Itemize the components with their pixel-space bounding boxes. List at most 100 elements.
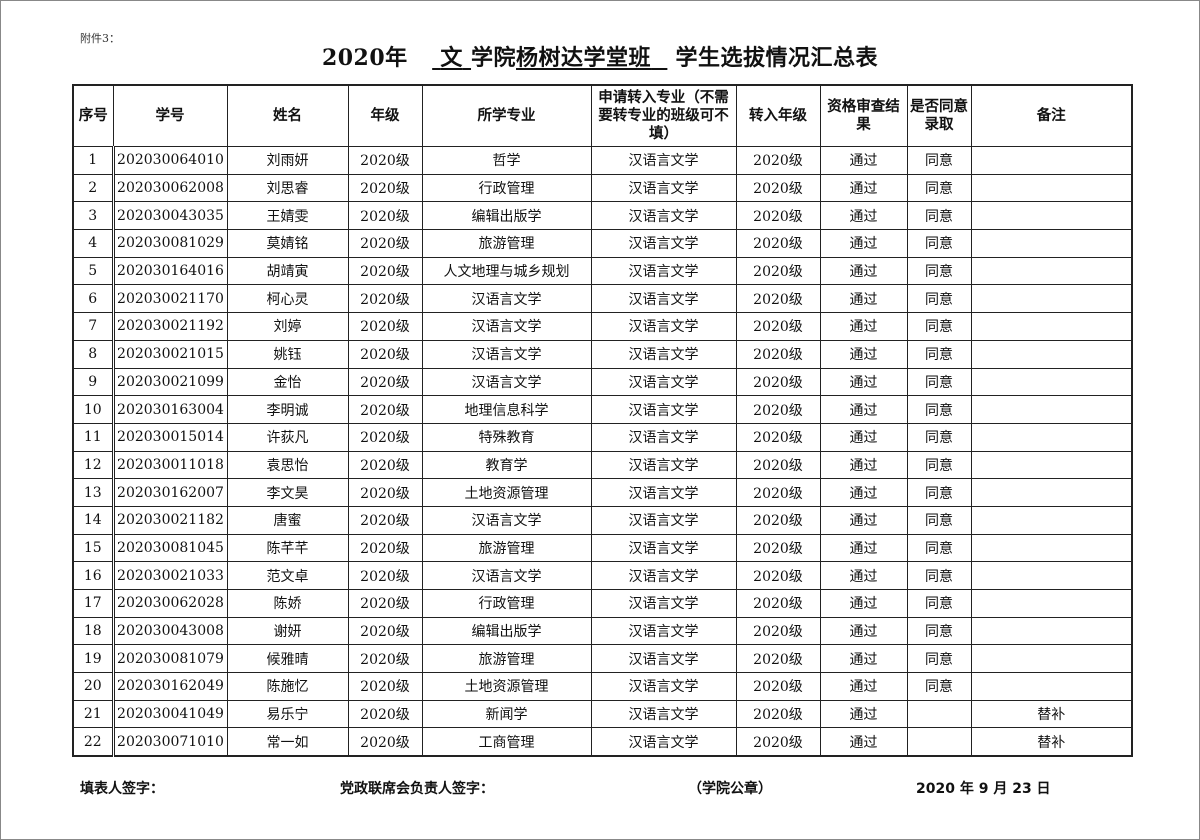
cell-index: 17 — [72, 589, 114, 618]
cell-name: 陈施忆 — [226, 672, 349, 701]
cell-remark — [970, 367, 1133, 397]
cell-review-result: 通过 — [819, 589, 908, 618]
cell-student-id: 202030081079 — [111, 644, 228, 674]
cell-index: 2 — [72, 173, 114, 203]
cell-index: 13 — [72, 478, 114, 507]
cell-review-result: 通过 — [819, 450, 908, 480]
cell-current-major: 哲学 — [421, 146, 592, 175]
table-header-row: 序号 学号 姓名 年级 所学专业 申请转入专业（不需要转专业的班级可不填） 转入年级 资格审查… — [72, 84, 1133, 147]
cell-review-result: 通过 — [819, 339, 908, 369]
cell-student-id: 202030043008 — [111, 616, 228, 646]
cell-index: 12 — [72, 450, 114, 480]
table-row: 6 202030021170 柯心灵 2020级 汉语言文学 汉语言文学 2020级 通过 同意 — [72, 284, 1133, 314]
cell-target-grade: 2020级 — [735, 589, 821, 618]
cell-admission: 同意 — [906, 589, 972, 618]
cell-grade: 2020级 — [347, 478, 423, 507]
cell-remark — [970, 395, 1133, 424]
cell-grade: 2020级 — [347, 450, 423, 480]
cell-name: 姚钰 — [226, 339, 349, 369]
cell-name: 李明诚 — [226, 395, 349, 424]
cell-name: 易乐宁 — [226, 699, 349, 729]
table-row: 14 202030021182 唐蜜 2020级 汉语言文学 汉语言文学 2020级 通过 同意 — [72, 505, 1133, 535]
cell-target-grade: 2020级 — [735, 146, 821, 175]
cell-grade: 2020级 — [347, 146, 423, 175]
cell-current-major: 汉语言文学 — [421, 367, 592, 397]
cell-target-major: 汉语言文学 — [590, 616, 737, 646]
cell-name: 刘思睿 — [226, 173, 349, 203]
cell-target-major: 汉语言文学 — [590, 339, 737, 369]
title-college: 文 — [440, 45, 463, 71]
cell-target-major: 汉语言文学 — [590, 146, 737, 175]
cell-target-grade: 2020级 — [735, 672, 821, 701]
cell-remark — [970, 533, 1133, 563]
cell-review-result: 通过 — [819, 173, 908, 203]
cell-target-major: 汉语言文学 — [590, 589, 737, 618]
cell-name: 王婧雯 — [226, 201, 349, 231]
cell-current-major: 汉语言文学 — [421, 339, 592, 369]
cell-admission: 同意 — [906, 201, 972, 231]
cell-target-grade: 2020级 — [735, 478, 821, 507]
cell-target-major: 汉语言文学 — [590, 699, 737, 729]
cell-remark — [970, 644, 1133, 674]
cell-target-major: 汉语言文学 — [590, 256, 737, 286]
cell-index: 21 — [72, 699, 114, 729]
title-college-suffix: 学院 — [471, 45, 517, 71]
cell-admission: 同意 — [906, 229, 972, 258]
cell-target-major: 汉语言文学 — [590, 727, 737, 757]
cell-name: 刘雨妍 — [226, 146, 349, 175]
cell-name: 莫婧铭 — [226, 229, 349, 258]
cell-grade: 2020级 — [347, 256, 423, 286]
table-row: 5 202030164016 胡靖寅 2020级 人文地理与城乡规划 汉语言文学 2020级… — [72, 256, 1133, 286]
cell-admission: 同意 — [906, 173, 972, 203]
cell-name: 陈娇 — [226, 589, 349, 618]
cell-current-major: 人文地理与城乡规划 — [421, 256, 592, 286]
cell-student-id: 202030081045 — [111, 533, 228, 563]
cell-current-major: 特殊教育 — [421, 422, 592, 452]
cell-target-major: 汉语言文学 — [590, 312, 737, 341]
cell-grade: 2020级 — [347, 229, 423, 258]
cell-name: 袁思怡 — [226, 450, 349, 480]
cell-target-major: 汉语言文学 — [590, 229, 737, 258]
cell-name: 柯心灵 — [226, 284, 349, 314]
cell-remark — [970, 339, 1133, 369]
title-year: 2020年 — [321, 45, 408, 71]
cell-target-grade: 2020级 — [735, 367, 821, 397]
cell-target-grade: 2020级 — [735, 727, 821, 757]
cell-remark — [970, 284, 1133, 314]
cell-admission: 同意 — [906, 450, 972, 480]
cell-target-major: 汉语言文学 — [590, 450, 737, 480]
header-grade: 年级 — [347, 84, 423, 147]
table-row: 2 202030062008 刘思睿 2020级 行政管理 汉语言文学 2020级 通过 同意 — [72, 173, 1133, 203]
cell-target-grade: 2020级 — [735, 284, 821, 314]
header-current-major: 所学专业 — [421, 84, 592, 147]
header-student-id: 学号 — [112, 84, 228, 147]
cell-review-result: 通过 — [819, 727, 908, 757]
cell-current-major: 编辑出版学 — [421, 201, 592, 231]
cell-name: 常一如 — [226, 727, 349, 757]
cell-student-id: 202030021182 — [111, 505, 228, 535]
cell-index: 19 — [72, 644, 114, 674]
cell-current-major: 地理信息科学 — [421, 395, 592, 424]
cell-index: 4 — [72, 229, 114, 258]
cell-index: 15 — [72, 533, 114, 563]
cell-admission — [906, 699, 972, 729]
cell-admission: 同意 — [906, 256, 972, 286]
cell-remark — [970, 561, 1133, 590]
cell-index: 9 — [72, 367, 114, 397]
cell-admission: 同意 — [906, 533, 972, 563]
cell-review-result: 通过 — [819, 672, 908, 701]
cell-index: 14 — [72, 505, 114, 535]
cell-index: 8 — [72, 339, 114, 369]
header-admission: 是否同意录取 — [906, 84, 972, 147]
cell-index: 6 — [72, 284, 114, 314]
cell-review-result: 通过 — [819, 561, 908, 590]
cell-target-grade: 2020级 — [735, 644, 821, 674]
cell-grade: 2020级 — [347, 616, 423, 646]
cell-target-grade: 2020级 — [735, 256, 821, 286]
cell-remark — [970, 450, 1133, 480]
cell-review-result: 通过 — [819, 256, 908, 286]
cell-review-result: 通过 — [819, 146, 908, 175]
cell-current-major: 旅游管理 — [421, 229, 592, 258]
title-class-name: 杨树达学堂班 — [516, 45, 652, 71]
header-review-result: 资格审查结果 — [819, 84, 908, 147]
